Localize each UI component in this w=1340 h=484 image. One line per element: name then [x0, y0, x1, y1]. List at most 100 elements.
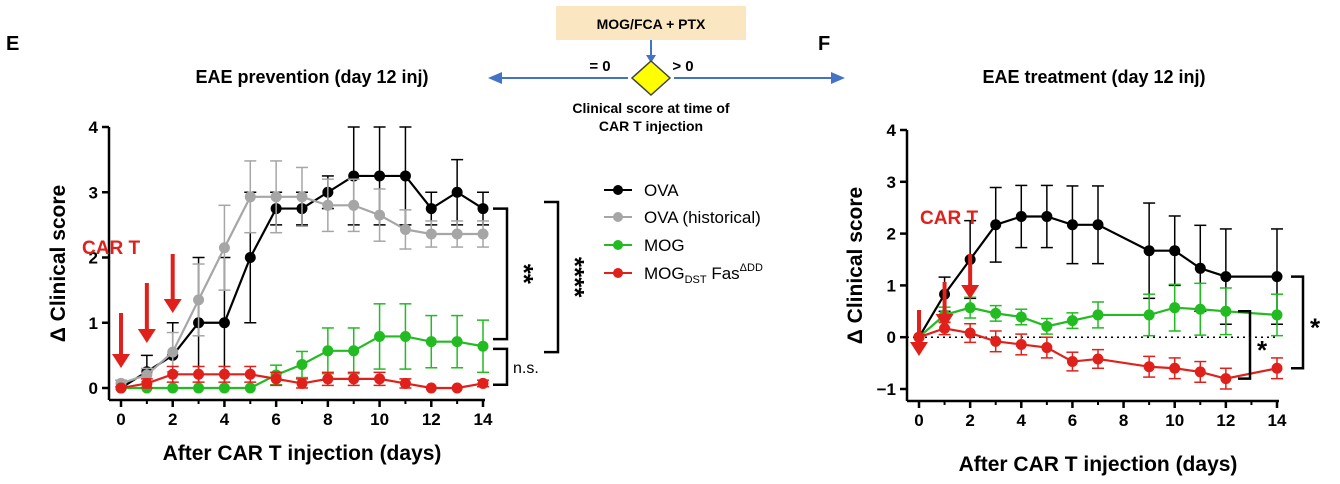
data-point [244, 191, 256, 203]
x-tick-label: 0 [116, 410, 125, 429]
data-point [1092, 309, 1104, 321]
data-point [477, 340, 489, 352]
series-3 [115, 365, 489, 394]
data-point [939, 322, 951, 334]
legend-swatch-marker [613, 212, 623, 222]
data-point [1066, 356, 1078, 368]
data-point [193, 294, 205, 306]
data-point [244, 368, 256, 380]
data-point [425, 203, 437, 215]
x-tick-label: 14 [1268, 411, 1287, 430]
legend-swatch-marker [613, 268, 623, 278]
data-point [141, 377, 153, 389]
x-tick-label: 4 [220, 410, 230, 429]
data-point [1220, 373, 1232, 385]
y-tick-label: 2 [887, 225, 896, 244]
data-point [1194, 262, 1206, 274]
data-point [1143, 309, 1155, 321]
car-t-arrows: CAR T [910, 208, 980, 356]
data-point [218, 368, 230, 380]
data-point [296, 359, 308, 371]
data-point [425, 336, 437, 348]
significance-bracket: ** [493, 207, 539, 341]
bracket-line [1291, 275, 1305, 370]
data-point [374, 209, 386, 221]
data-point [477, 203, 489, 215]
data-point [348, 345, 360, 357]
flowchart-right-branch-label: > 0 [672, 58, 693, 75]
flowchart-left-branch-label: = 0 [589, 58, 610, 75]
x-tick-label: 10 [1165, 411, 1184, 430]
data-point [1066, 219, 1078, 231]
x-tick-label: 12 [1216, 411, 1235, 430]
flowchart: MOG/FCA + PTX = 0 > 0 Clinical score at … [488, 6, 845, 134]
legend-swatch-marker [613, 240, 623, 250]
x-tick-label: 12 [422, 410, 441, 429]
data-point [425, 228, 437, 240]
significance-label: * [1310, 312, 1321, 342]
data-point [964, 302, 976, 314]
panel-letter-e: E [6, 33, 19, 55]
y-tick-label: 4 [89, 118, 99, 137]
data-point [1041, 211, 1053, 223]
data-point [1092, 353, 1104, 365]
data-point [270, 191, 282, 203]
x-tick-label: 10 [370, 410, 389, 429]
x-tick-label: 6 [271, 410, 280, 429]
flowchart-box-label: MOG/FCA + PTX [597, 16, 706, 32]
car-t-arrow-head [935, 314, 954, 328]
data-point [399, 223, 411, 235]
data-point [1015, 211, 1027, 223]
data-point [451, 382, 463, 394]
significance-bracket: n.s. [493, 347, 539, 386]
data-point [167, 382, 179, 394]
data-point [1220, 271, 1232, 283]
data-point [451, 186, 463, 198]
flowchart-box [556, 6, 746, 40]
data-point [115, 382, 127, 394]
series-2 [913, 321, 1283, 390]
data-point [1169, 245, 1181, 257]
data-point [1194, 303, 1206, 315]
data-point [1066, 315, 1078, 327]
data-point [270, 373, 282, 385]
flowchart-decision-line1: Clinical score at time of [572, 100, 729, 116]
significance-label: n.s. [513, 360, 539, 377]
x-tick-label: 2 [965, 411, 974, 430]
data-point [990, 307, 1002, 319]
data-point [374, 330, 386, 342]
data-point [1271, 271, 1283, 283]
significance-label: ** [509, 264, 539, 285]
y-tick-label: 0 [89, 379, 98, 398]
series-2 [115, 303, 489, 394]
panel-f-title: EAE treatment (day 12 inj) [982, 67, 1205, 87]
x-tick-label: 6 [1068, 411, 1077, 430]
data-point [990, 335, 1002, 347]
legend-label: MOGDST FasΔDD [644, 262, 763, 286]
car-t-arrow-head [961, 285, 980, 299]
data-point [399, 330, 411, 342]
data-point [348, 373, 360, 385]
legend-item-mog-dst-fas: MOGDST FasΔDD [604, 262, 763, 286]
data-point [1220, 305, 1232, 317]
x-tick-label: 2 [168, 410, 177, 429]
car-t-arrow-head [137, 329, 156, 343]
data-point [1015, 338, 1027, 350]
y-axis-label: Δ Clinical score [47, 185, 70, 343]
panel-letter-f: F [818, 33, 830, 55]
data-point [1194, 366, 1206, 378]
data-point [218, 242, 230, 254]
data-point [1143, 361, 1155, 373]
data-point [1143, 245, 1155, 257]
significance-bracket: **** [544, 200, 590, 354]
legend-item-ova: OVA [604, 181, 679, 200]
x-tick-label: 14 [474, 410, 493, 429]
data-point [193, 382, 205, 394]
data-point [1271, 309, 1283, 321]
car-t-arrow-head [112, 354, 130, 368]
data-point [167, 346, 179, 358]
y-tick-label: −1 [877, 380, 896, 399]
data-point [477, 377, 489, 389]
